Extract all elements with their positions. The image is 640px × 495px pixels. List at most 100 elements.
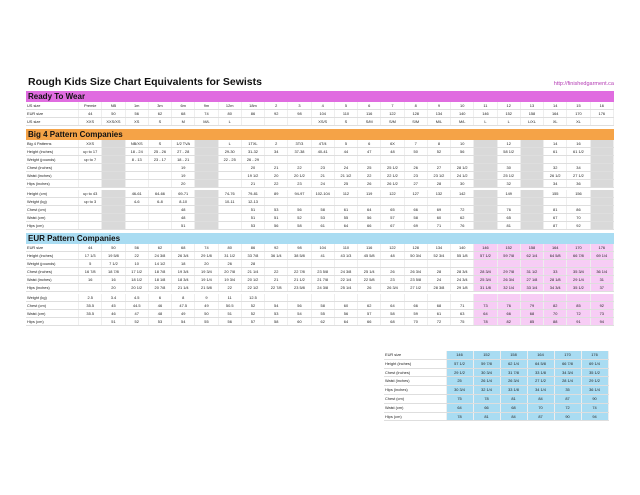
- table-cell: 35: [554, 385, 582, 395]
- table-cell: 3: [287, 102, 312, 110]
- table-cell: 71: [450, 301, 475, 310]
- table-row: Chest (cm) 75 78 81 84 87 90: [384, 394, 609, 404]
- table-cell: 164: [543, 244, 568, 252]
- table-cell: [101, 205, 126, 214]
- table-cell: 31 7/8: [500, 368, 528, 378]
- table-cell: [404, 155, 428, 164]
- table-row: Waist (cm) 48 51 51 52 53 55 56 57 58 60 62 65 67 70: [26, 213, 615, 222]
- table-cell: 149: [497, 190, 521, 198]
- table-cell: 48: [171, 205, 196, 214]
- table-cell: 98: [287, 109, 312, 118]
- table-cell: 13: [520, 102, 545, 110]
- table-cell: [287, 294, 312, 302]
- table-cell: 85: [520, 317, 545, 326]
- table-cell: 26 3/4: [380, 283, 405, 292]
- table-cell: 94-97: [287, 190, 312, 198]
- table-cell: 18 1/8: [148, 275, 173, 284]
- table-cell: 38 5/8: [287, 251, 312, 260]
- table-cell: 27 1/2: [566, 171, 591, 180]
- table-cell: [543, 259, 568, 268]
- table-cell: 29 7/8: [497, 267, 521, 276]
- table-cell: [590, 179, 615, 188]
- table-cell: [78, 213, 103, 222]
- table-cell: 84: [527, 394, 555, 404]
- table-cell: 22 7/8: [264, 283, 289, 292]
- table-cell: 48: [380, 147, 405, 156]
- table-cell: [78, 205, 103, 214]
- table-cell: 53: [264, 205, 289, 214]
- table-cell: [590, 140, 615, 148]
- table-cell: [473, 155, 498, 164]
- section-ready-to-wear: Ready To Wear: [26, 91, 614, 102]
- table-cell: 64: [473, 309, 498, 318]
- table-cell: 5: [78, 259, 103, 268]
- row-label: EUR size: [26, 244, 80, 252]
- table-cell: [473, 147, 498, 156]
- table-row: Waist (inches) 25 26 1/4 26 3/4 27 1/2 28 1/4…: [384, 376, 609, 387]
- table-cell: L: [218, 117, 242, 126]
- table-cell: [101, 171, 126, 180]
- row-label: Weight (pounds): [26, 259, 80, 268]
- table-cell: 12.5: [241, 294, 266, 302]
- table-cell: 76: [497, 205, 521, 214]
- table-cell: 40-41: [311, 147, 335, 156]
- table-row: Weight (kg) up to 3 4-6 6-8 8-10 10-11 12-13: [26, 197, 615, 206]
- table-cell: 26 1/2: [380, 179, 405, 188]
- table-cell: 20: [171, 179, 196, 188]
- table-cell: 31 1/8: [473, 283, 498, 292]
- table-cell: XL: [543, 117, 568, 126]
- source-url[interactable]: http://finishedgarment.ca: [553, 81, 614, 87]
- table-cell: 4T/4: [311, 140, 335, 148]
- table-cell: 8: [171, 294, 196, 302]
- table-cell: 70: [527, 403, 555, 413]
- table-cell: [148, 163, 173, 172]
- table-cell: 122: [380, 190, 405, 198]
- table-cell: up to 17: [78, 147, 103, 156]
- table-cell: 36: [566, 179, 591, 188]
- table-cell: [194, 197, 219, 206]
- table-cell: [78, 283, 103, 292]
- table-cell: 66: [497, 309, 521, 318]
- table-cell: [427, 197, 452, 206]
- table-cell: [264, 117, 289, 126]
- table-cell: [590, 259, 615, 268]
- table-cell: 24: [334, 163, 359, 172]
- row-label: Hips (inches): [26, 283, 80, 292]
- table-cell: 48: [148, 309, 173, 318]
- table-cell: 142: [450, 190, 475, 198]
- table-cell: 52: [427, 147, 452, 156]
- table-cell: 61: [543, 147, 568, 156]
- table-cell: 24: [311, 179, 335, 188]
- table-cell: [404, 294, 428, 302]
- table-cell: 60: [334, 301, 359, 310]
- table-cell: 56: [125, 109, 149, 118]
- table-cell: S: [148, 140, 173, 148]
- table-cell: 2: [264, 140, 289, 148]
- table-cell: 59 7/8: [473, 359, 501, 369]
- table-cell: 31 1/2: [218, 251, 242, 260]
- table-row: EUR size 146 152 158 164 170 176: [384, 351, 609, 360]
- table-cell: L: [218, 140, 242, 148]
- table-cell: 45 5/8: [357, 251, 382, 260]
- table-cell: 47: [125, 309, 149, 318]
- table-cell: 36 1/4: [590, 267, 615, 276]
- table-cell: [357, 259, 382, 268]
- table-cell: 64: [334, 221, 359, 230]
- table-cell: 19: [171, 163, 196, 172]
- table-cell: 66: [357, 317, 382, 326]
- row-label: Waist (cm): [384, 403, 447, 413]
- table-cell: 27 1/2: [527, 376, 555, 387]
- table-cell: 56: [287, 205, 312, 214]
- table-cell: 44: [334, 147, 359, 156]
- row-label: Height (inches): [26, 147, 80, 156]
- table-cell: 80: [218, 109, 242, 118]
- table-cell: [427, 294, 452, 302]
- table-cell: 155: [543, 190, 568, 198]
- table-cell: 81: [500, 394, 528, 404]
- table-cell: 62: [311, 317, 335, 326]
- table-cell: 27: [404, 179, 428, 188]
- table-cell: 119: [357, 190, 382, 198]
- table-cell: 35 3/4: [566, 267, 591, 276]
- table-cell: 47: [357, 147, 382, 156]
- table-cell: 22: [287, 163, 312, 172]
